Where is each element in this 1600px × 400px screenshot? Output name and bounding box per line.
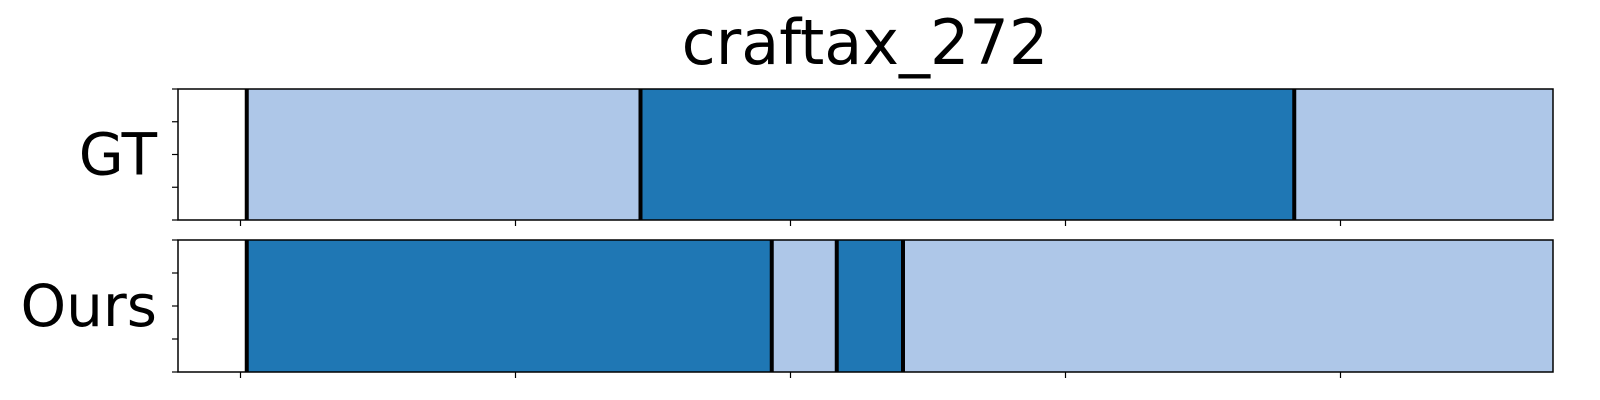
segment-dark [640,89,1295,220]
segment-light [246,89,641,220]
segment-dark [246,240,772,372]
segment-dark [836,240,903,372]
row-label: GT [79,121,158,189]
chart-title: craftax_272 [682,6,1049,79]
row-gt: GT [79,88,1554,226]
row-ours: Ours [21,239,1554,378]
segment-light [903,240,1553,372]
rows-layer: GT Ours [21,88,1554,378]
row-label: Ours [21,272,157,340]
segment-light [771,240,837,372]
segment-light [1294,89,1553,220]
